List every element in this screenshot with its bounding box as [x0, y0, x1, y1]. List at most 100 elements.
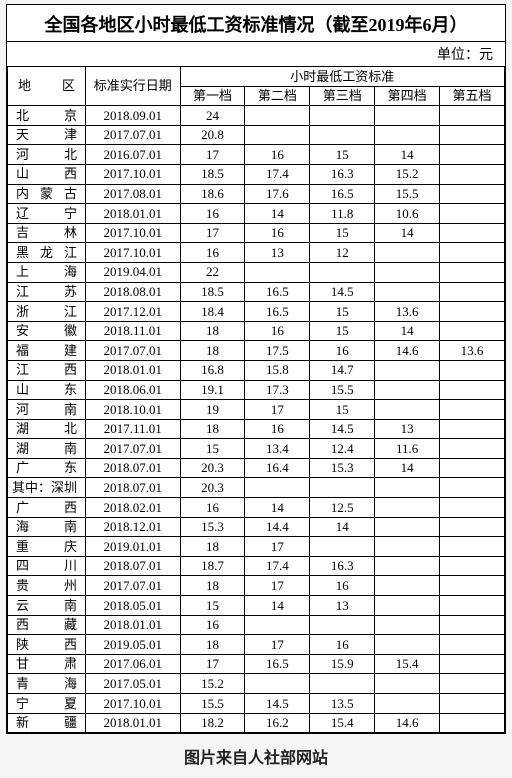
header-tier-1: 第一档	[180, 86, 245, 106]
cell-value	[440, 262, 505, 282]
cell-value: 14	[245, 498, 310, 518]
cell-value: 15.5	[310, 380, 375, 400]
cell-value: 13.6	[375, 302, 440, 322]
cell-value	[310, 615, 375, 635]
cell-value: 18.6	[180, 184, 245, 204]
cell-value: 17	[180, 223, 245, 243]
cell-value	[440, 321, 505, 341]
cell-value: 17	[245, 537, 310, 557]
table-body: 北 京2018.09.0124天 津2017.07.0120.8河 北2016.…	[8, 106, 505, 733]
cell-value	[310, 537, 375, 557]
cell-value	[440, 106, 505, 126]
cell-region: 辽 宁	[8, 204, 86, 224]
cell-value	[245, 106, 310, 126]
cell-date: 2018.12.01	[86, 517, 181, 537]
cell-value: 20.3	[180, 458, 245, 478]
cell-date: 2018.05.01	[86, 596, 181, 616]
table-row: 辽 宁2018.01.01161411.810.6	[8, 204, 505, 224]
cell-value: 14.6	[375, 341, 440, 361]
cell-date: 2018.02.01	[86, 498, 181, 518]
cell-region: 广 东	[8, 458, 86, 478]
cell-value: 14	[375, 321, 440, 341]
cell-value: 17.5	[245, 341, 310, 361]
table-row: 湖 北2017.11.01181614.513	[8, 419, 505, 439]
cell-value: 15	[310, 302, 375, 322]
cell-value	[245, 478, 310, 498]
table-row: 江 西2018.01.0116.815.814.7	[8, 360, 505, 380]
cell-value: 14.6	[375, 713, 440, 733]
header-tier-5: 第五档	[440, 86, 505, 106]
cell-date: 2018.07.01	[86, 478, 181, 498]
table-row: 四 川2018.07.0118.717.416.3	[8, 556, 505, 576]
cell-value	[375, 125, 440, 145]
cell-value: 15	[180, 596, 245, 616]
cell-value	[440, 674, 505, 694]
table-row: 贵 州2017.07.01181716	[8, 576, 505, 596]
cell-date: 2017.07.01	[86, 439, 181, 459]
cell-value	[375, 243, 440, 263]
cell-value	[440, 282, 505, 302]
cell-value	[375, 674, 440, 694]
cell-value: 17	[245, 635, 310, 655]
cell-value: 16.3	[310, 164, 375, 184]
cell-value: 16.3	[310, 556, 375, 576]
cell-value: 18	[180, 576, 245, 596]
cell-value	[310, 478, 375, 498]
cell-region: 青 海	[8, 674, 86, 694]
cell-value	[375, 615, 440, 635]
cell-value	[440, 223, 505, 243]
header-tier-4: 第四档	[375, 86, 440, 106]
cell-region: 西 藏	[8, 615, 86, 635]
cell-region: 湖 南	[8, 439, 86, 459]
cell-value: 15.8	[245, 360, 310, 380]
cell-region: 四 川	[8, 556, 86, 576]
cell-value	[440, 125, 505, 145]
table-row: 重 庆2019.01.011817	[8, 537, 505, 557]
cell-value: 18.4	[180, 302, 245, 322]
cell-date: 2019.01.01	[86, 537, 181, 557]
cell-value	[440, 184, 505, 204]
cell-date: 2018.01.01	[86, 204, 181, 224]
cell-value	[375, 537, 440, 557]
cell-value: 16.5	[245, 654, 310, 674]
cell-value: 16	[245, 419, 310, 439]
cell-date: 2017.10.01	[86, 223, 181, 243]
cell-region: 陕 西	[8, 635, 86, 655]
cell-value: 15.2	[180, 674, 245, 694]
table-row: 西 藏2018.01.0116	[8, 615, 505, 635]
cell-date: 2018.06.01	[86, 380, 181, 400]
table-row: 山 东2018.06.0119.117.315.5	[8, 380, 505, 400]
cell-value: 14	[375, 145, 440, 165]
cell-value: 14.5	[245, 694, 310, 714]
cell-value: 18.5	[180, 282, 245, 302]
cell-value	[245, 615, 310, 635]
cell-value: 16	[310, 635, 375, 655]
cell-value: 18	[180, 635, 245, 655]
table-row: 青 海2017.05.0115.2	[8, 674, 505, 694]
cell-value: 15.3	[180, 517, 245, 537]
cell-value: 16	[180, 243, 245, 263]
cell-value	[375, 498, 440, 518]
cell-region: 甘 肃	[8, 654, 86, 674]
cell-value	[375, 400, 440, 420]
cell-value: 20.8	[180, 125, 245, 145]
cell-value: 11.6	[375, 439, 440, 459]
caption: 图片来自人社部网站	[184, 744, 328, 768]
cell-value: 15	[310, 223, 375, 243]
cell-value	[440, 713, 505, 733]
cell-value: 24	[180, 106, 245, 126]
cell-value: 14.4	[245, 517, 310, 537]
cell-value: 14.7	[310, 360, 375, 380]
cell-region: 江 西	[8, 360, 86, 380]
cell-value	[375, 478, 440, 498]
cell-date: 2018.10.01	[86, 400, 181, 420]
table-row: 其中：深圳2018.07.0120.3	[8, 478, 505, 498]
cell-value: 13	[375, 419, 440, 439]
table-row: 广 东2018.07.0120.316.415.314	[8, 458, 505, 478]
cell-date: 2018.08.01	[86, 282, 181, 302]
cell-region: 安 徽	[8, 321, 86, 341]
cell-value	[245, 262, 310, 282]
cell-region: 河 南	[8, 400, 86, 420]
cell-region: 云 南	[8, 596, 86, 616]
wage-table: 地区 标准实行日期 小时最低工资标准 第一档 第二档 第三档 第四档 第五档 北…	[7, 66, 505, 733]
